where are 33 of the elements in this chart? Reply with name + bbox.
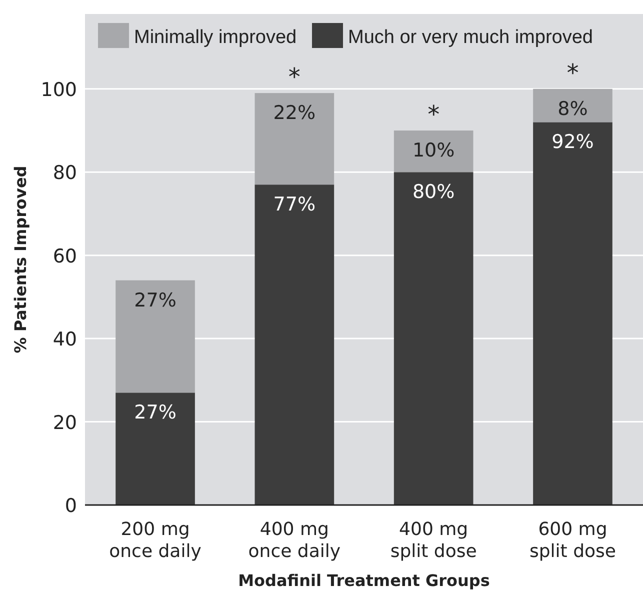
bar [116, 392, 195, 505]
y-tick-label: 60 [52, 245, 77, 268]
annotation: * [288, 63, 300, 92]
x-tick-label: 200 mg once daily [109, 519, 202, 562]
data-label: 80% [412, 181, 455, 204]
annotation: * [428, 100, 440, 129]
legend-label: Minimally improved [134, 27, 297, 48]
x-tick-label: 600 mg split dose [529, 519, 616, 562]
bar [533, 122, 612, 505]
bar [254, 184, 334, 505]
bar [116, 280, 195, 393]
data-label: 77% [273, 194, 316, 216]
annotation: * [566, 58, 579, 87]
x-tick-label: 400 mg split dose [390, 519, 477, 562]
y-tick-label: 100 [40, 78, 77, 101]
data-label: 8% [558, 98, 588, 120]
y-tick-label: 80 [52, 162, 77, 184]
bar [533, 88, 612, 122]
data-label: 22% [273, 102, 316, 124]
bar [394, 172, 474, 505]
y-tick-label: 20 [52, 412, 77, 434]
data-label: 10% [412, 140, 455, 162]
y-axis-title: % Patients Improved [11, 166, 30, 354]
data-label: 27% [134, 289, 176, 312]
data-label: 27% [134, 402, 176, 424]
data-label: 92% [552, 131, 594, 154]
bar [254, 93, 334, 185]
y-tick-label: 40 [52, 328, 77, 351]
x-tick-label: 400 mg once daily [248, 519, 341, 562]
x-axis-title: Modafinil Treatment Groups [238, 571, 490, 590]
y-tick-label: 0 [64, 495, 77, 517]
bar [394, 130, 474, 172]
legend-label: Much or very much improved [348, 27, 593, 48]
